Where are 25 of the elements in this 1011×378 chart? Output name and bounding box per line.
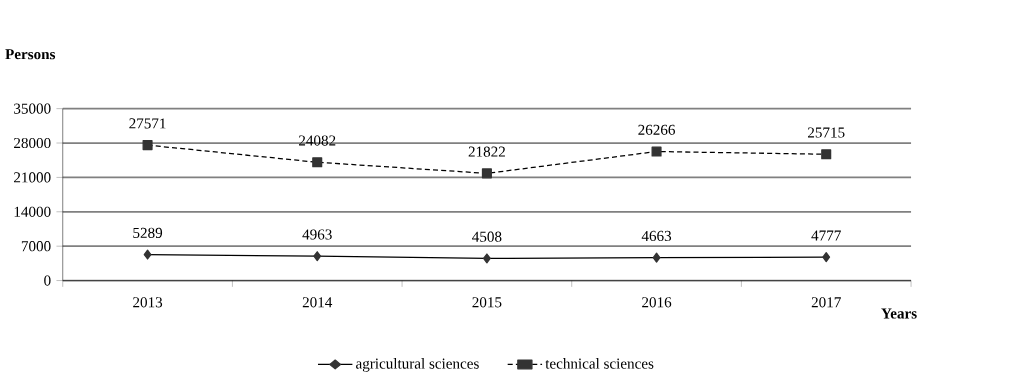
y-tick-label: 0 (44, 275, 51, 286)
y-tick-label: 14000 (14, 206, 51, 217)
y-tick-label: 35000 (14, 103, 51, 114)
x-axis-title: Years (881, 308, 917, 319)
data-label: 25715 (808, 127, 845, 138)
x-tick-label: 2014 (302, 297, 333, 308)
y-tick-label: 7000 (21, 241, 51, 252)
x-tick-label: 2017 (811, 297, 841, 308)
data-label: 26266 (638, 124, 675, 135)
data-label: 27571 (129, 118, 166, 129)
data-label: 4963 (302, 229, 332, 240)
x-tick-label: 2015 (472, 297, 502, 308)
y-tick-label: 28000 (14, 137, 51, 149)
data-label: 21822 (468, 146, 505, 157)
data-label: 4508 (472, 231, 502, 242)
data-label: 4777 (811, 230, 841, 241)
data-label: 4663 (641, 230, 672, 242)
x-tick-label: 2016 (642, 297, 672, 308)
x-tick-label: 2013 (133, 297, 163, 308)
y-axis-title: Persons (5, 49, 56, 60)
data-label: 24082 (299, 135, 336, 146)
y-tick-label: 21000 (14, 172, 51, 183)
data-label: 5289 (133, 227, 163, 239)
legend-label: technical sciences (545, 358, 654, 369)
legend-label: agricultural sciences (356, 358, 479, 372)
